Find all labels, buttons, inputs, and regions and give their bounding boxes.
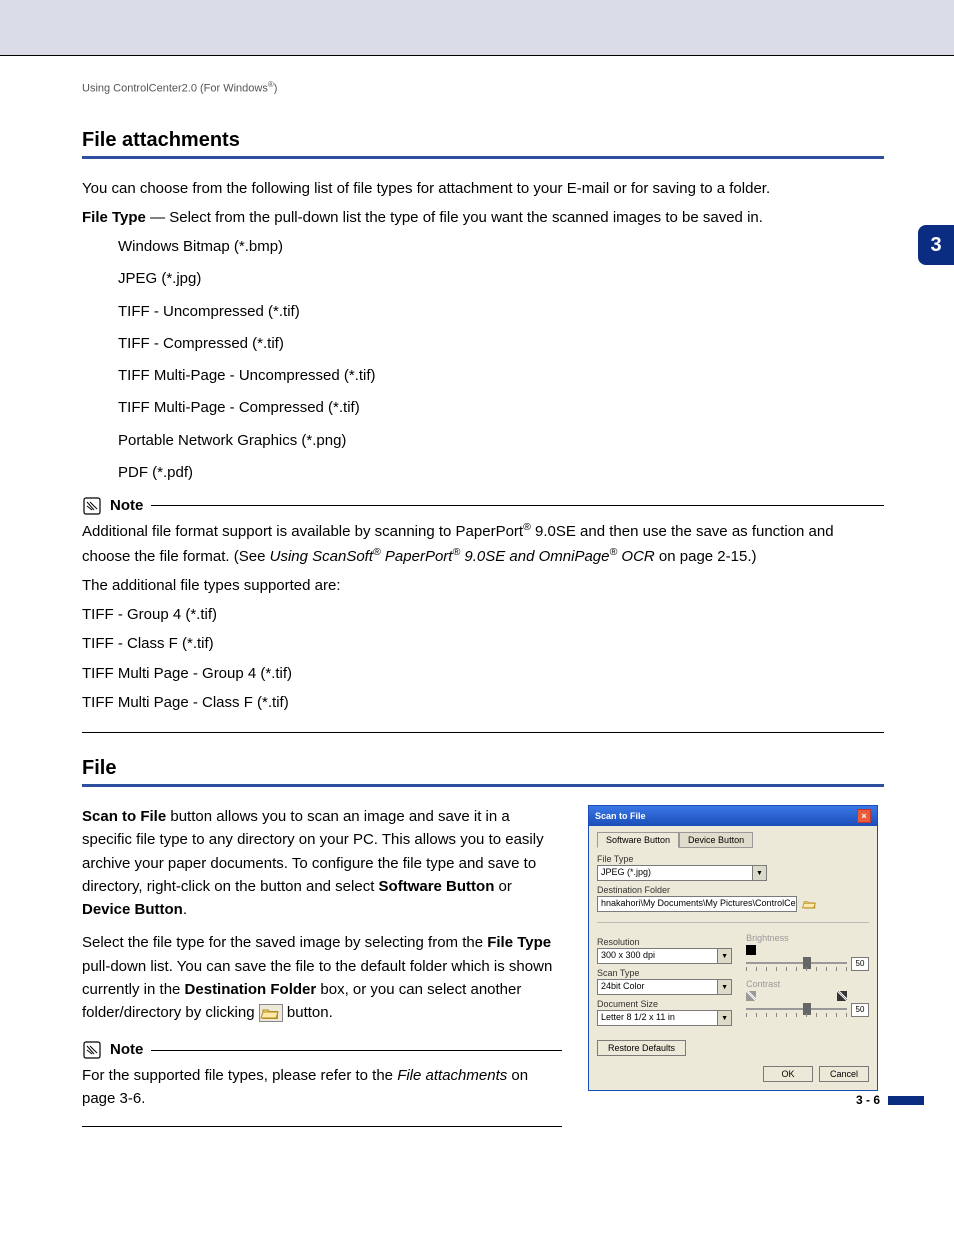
contrast-icons bbox=[746, 991, 869, 1001]
dest-folder-input[interactable]: hnakahori\My Documents\My Pictures\Contr… bbox=[597, 896, 797, 912]
dialog-tabs: Software Button Device Button bbox=[597, 832, 869, 848]
brightness-min-icon bbox=[746, 945, 756, 955]
note-icon bbox=[82, 496, 102, 516]
resolution-value: 300 x 300 dpi bbox=[597, 948, 718, 964]
list-item: TIFF - Uncompressed (*.tif) bbox=[118, 300, 884, 323]
ok-button[interactable]: OK bbox=[763, 1066, 813, 1082]
scan-type-value: 24bit Color bbox=[597, 979, 718, 995]
contrast-slider[interactable]: 50 bbox=[746, 1003, 869, 1017]
heading-rule bbox=[82, 784, 884, 787]
section-end-rule bbox=[82, 1126, 562, 1127]
note-label: Note bbox=[110, 1038, 143, 1061]
list-item: Windows Bitmap (*.bmp) bbox=[118, 235, 884, 258]
brightness-value: 50 bbox=[851, 957, 869, 971]
intro-text: You can choose from the following list o… bbox=[82, 177, 884, 200]
tab-software-button[interactable]: Software Button bbox=[597, 832, 679, 848]
contrast-label: Contrast bbox=[746, 979, 869, 989]
list-item: TIFF Multi-Page - Compressed (*.tif) bbox=[118, 396, 884, 419]
chevron-down-icon[interactable]: ▼ bbox=[718, 1010, 732, 1026]
file-type-desc: File Type — Select from the pull-down li… bbox=[82, 206, 884, 229]
note-header: Note bbox=[82, 1038, 562, 1061]
file-type-value: JPEG (*.jpg) bbox=[597, 865, 753, 881]
cancel-button[interactable]: Cancel bbox=[819, 1066, 869, 1082]
list-item: JPEG (*.jpg) bbox=[118, 267, 884, 290]
section-end-rule bbox=[82, 732, 884, 733]
folder-browse-icon bbox=[259, 1004, 283, 1022]
divider bbox=[597, 922, 869, 923]
note-rule bbox=[151, 505, 884, 506]
list-item: TIFF - Group 4 (*.tif) bbox=[82, 603, 884, 626]
file-type-select[interactable]: JPEG (*.jpg) ▼ bbox=[597, 865, 767, 881]
chevron-down-icon[interactable]: ▼ bbox=[718, 948, 732, 964]
restore-defaults-button[interactable]: Restore Defaults bbox=[597, 1040, 686, 1056]
page-number: 3 - 6 bbox=[856, 1093, 924, 1107]
list-item: TIFF Multi Page - Group 4 (*.tif) bbox=[82, 662, 884, 685]
scan-to-file-para: Scan to File button allows you to scan a… bbox=[82, 805, 562, 921]
document-size-label: Document Size bbox=[597, 999, 732, 1009]
dest-folder-value: hnakahori\My Documents\My Pictures\Contr… bbox=[597, 896, 797, 912]
file-type-label: File Type bbox=[597, 854, 869, 864]
list-item: Portable Network Graphics (*.png) bbox=[118, 429, 884, 452]
list-item: TIFF - Compressed (*.tif) bbox=[118, 332, 884, 355]
list-item: TIFF Multi Page - Class F (*.tif) bbox=[82, 691, 884, 714]
chevron-down-icon[interactable]: ▼ bbox=[753, 865, 767, 881]
extra-intro: The additional file types supported are: bbox=[82, 574, 884, 597]
dest-folder-label: Destination Folder bbox=[597, 885, 869, 895]
list-item: TIFF Multi-Page - Uncompressed (*.tif) bbox=[118, 364, 884, 387]
resolution-select[interactable]: 300 x 300 dpi ▼ bbox=[597, 948, 732, 964]
tab-device-button[interactable]: Device Button bbox=[679, 832, 753, 848]
document-size-select[interactable]: Letter 8 1/2 x 11 in ▼ bbox=[597, 1010, 732, 1026]
document-size-value: Letter 8 1/2 x 11 in bbox=[597, 1010, 718, 1026]
heading-rule bbox=[82, 156, 884, 159]
running-head: Using ControlCenter2.0 (For Windows®) bbox=[82, 80, 884, 95]
top-band bbox=[0, 0, 954, 56]
folder-browse-icon[interactable] bbox=[801, 896, 819, 912]
scan-type-label: Scan Type bbox=[597, 968, 732, 978]
section-title-file: File bbox=[82, 757, 884, 780]
note-rule bbox=[151, 1050, 562, 1051]
note-body: For the supported file types, please ref… bbox=[82, 1064, 562, 1111]
select-file-type-para: Select the file type for the saved image… bbox=[82, 931, 562, 1024]
close-icon[interactable]: × bbox=[857, 809, 871, 823]
scan-type-select[interactable]: 24bit Color ▼ bbox=[597, 979, 732, 995]
contrast-value: 50 bbox=[851, 1003, 869, 1017]
list-item: TIFF - Class F (*.tif) bbox=[82, 632, 884, 655]
note-header: Note bbox=[82, 494, 884, 517]
list-item: PDF (*.pdf) bbox=[118, 461, 884, 484]
chevron-down-icon[interactable]: ▼ bbox=[718, 979, 732, 995]
dialog-title: Scan to File bbox=[595, 811, 646, 821]
section-title-file-attachments: File attachments bbox=[82, 129, 884, 152]
note-body: Additional file format support is availa… bbox=[82, 519, 884, 568]
dialog-titlebar: Scan to File × bbox=[589, 806, 877, 826]
resolution-label: Resolution bbox=[597, 937, 732, 947]
brightness-slider[interactable]: 50 bbox=[746, 957, 869, 971]
file-types-list: Windows Bitmap (*.bmp) JPEG (*.jpg) TIFF… bbox=[118, 235, 884, 484]
brightness-label: Brightness bbox=[746, 933, 869, 943]
note-label: Note bbox=[110, 494, 143, 517]
note-icon bbox=[82, 1040, 102, 1060]
scan-to-file-dialog: Scan to File × Software Button Device Bu… bbox=[588, 805, 878, 1091]
